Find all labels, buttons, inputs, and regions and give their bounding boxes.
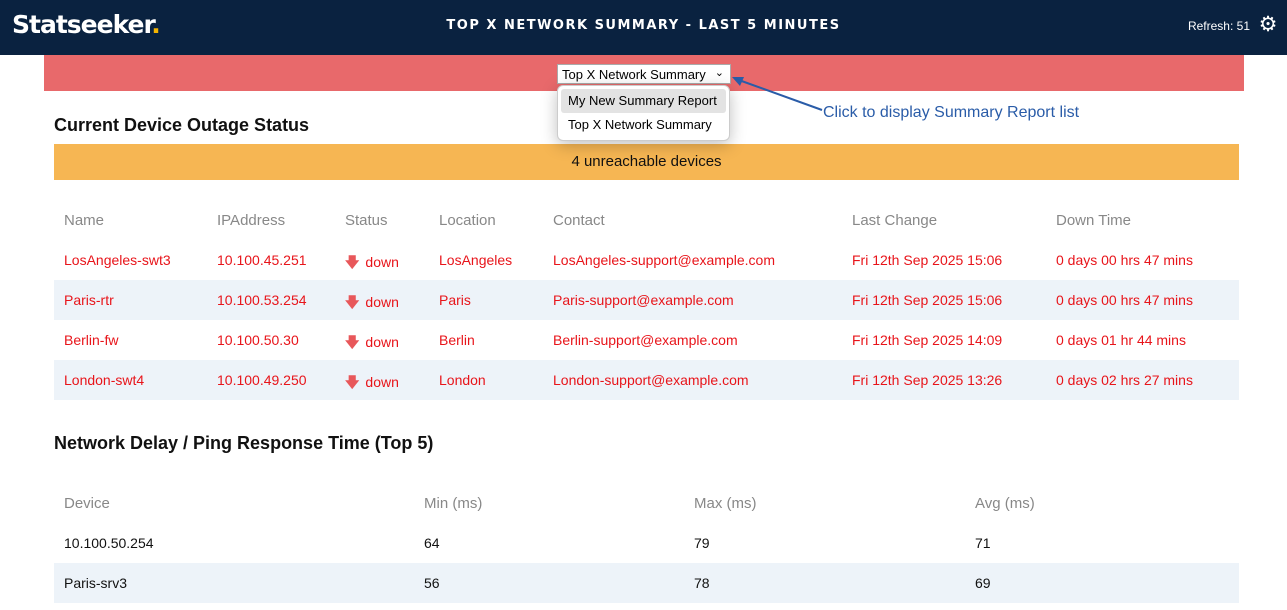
outage-section-title: Current Device Outage Status: [54, 115, 310, 135]
cell: Name: [64, 212, 105, 229]
gear-icon[interactable]: ⚙: [1258, 13, 1278, 36]
cell: Paris-rtr: [64, 292, 114, 308]
cell: 0 days 00 hrs 47 mins: [1056, 252, 1193, 268]
cell: Berlin-support@example.com: [553, 332, 738, 348]
arrow-down-icon: 🡇: [345, 255, 360, 271]
cell: 10.100.53.254: [217, 292, 307, 308]
outage-table: Name IPAddress Status Location Contact Last C…: [54, 200, 1239, 400]
unreachable-banner: 4 unreachable devices: [54, 144, 1239, 180]
cell: 0 days 01 hr 44 mins: [1056, 332, 1186, 348]
table-row[interactable]: London-swt4 10.100.49.250 🡇 down London Londo…: [54, 360, 1239, 400]
cell: Paris: [439, 292, 471, 308]
cell: Last Change: [852, 212, 938, 229]
annotation-text: Click to display Summary Report list: [823, 104, 1080, 121]
cell: Fri 12th Sep 2025 14:09: [852, 332, 1003, 348]
table-row[interactable]: Paris-srv3 56 78 69: [54, 563, 1239, 603]
cell: Fri 12th Sep 2025 13:26: [852, 372, 1003, 388]
cell: 🡇 down: [345, 372, 399, 396]
cell: 0 days 02 hrs 27 mins: [1056, 372, 1193, 388]
cell: Down Time: [1056, 212, 1132, 229]
cell: Berlin-fw: [64, 332, 119, 348]
table-row[interactable]: Berlin-fw 10.100.50.30 🡇 down Berlin Berlin-s…: [54, 320, 1239, 360]
report-dropdown-menu: My New Summary Report Top X Network Summ…: [557, 85, 730, 141]
cell: Min (ms): [424, 495, 483, 512]
arrow-down-icon: 🡇: [345, 375, 360, 391]
cell: 71: [975, 535, 991, 551]
cell: Fri 12th Sep 2025 15:06: [852, 252, 1003, 268]
cell: Paris-srv3: [64, 575, 128, 591]
arrow-down-icon: 🡇: [345, 295, 360, 311]
menu-item-top-x-network-summary[interactable]: Top X Network Summary: [568, 117, 712, 132]
table-header: Device Min (ms) Max (ms) Avg (ms): [54, 483, 1239, 523]
cell: London-support@example.com: [553, 372, 749, 388]
menu-item-my-new-summary-report[interactable]: My New Summary Report: [561, 89, 726, 113]
cell: 🡇 down: [345, 332, 399, 356]
chevron-down-icon: ⌄: [714, 67, 724, 79]
cell: Avg (ms): [975, 495, 1035, 512]
statseeker-logo: Statseeker.: [12, 10, 161, 39]
refresh-countdown: Refresh: 51: [1187, 19, 1250, 33]
cell: London: [439, 372, 486, 388]
cell: 56: [424, 575, 440, 591]
status-text: down: [365, 334, 399, 350]
cell: Device: [64, 495, 110, 512]
cell: Location: [439, 212, 496, 229]
arrow-down-icon: 🡇: [345, 335, 360, 351]
cell: IPAddress: [217, 212, 286, 229]
top-header: Statseeker. TOP X NETWORK SUMMARY - LAST…: [0, 0, 1287, 55]
table-row[interactable]: LosAngeles-swt3 10.100.45.251 🡇 down LosAnge…: [54, 240, 1239, 280]
annotation-arrow: [732, 77, 823, 111]
table-row[interactable]: Paris-rtr 10.100.53.254 🡇 down Paris Paris-su…: [54, 280, 1239, 320]
cell: 78: [694, 575, 710, 591]
cell: 10.100.45.251: [217, 252, 307, 268]
status-text: down: [365, 374, 399, 390]
cell: 79: [694, 535, 710, 551]
status-text: down: [365, 254, 399, 270]
ping-table: Device Min (ms) Max (ms) Avg (ms) 10.100.50…: [54, 483, 1239, 603]
report-select[interactable]: Top X Network Summary ⌄: [557, 64, 731, 84]
cell: Contact: [553, 212, 605, 229]
cell: LosAngeles: [439, 252, 513, 268]
ping-section-title: Network Delay / Ping Response Time (Top …: [54, 433, 434, 453]
cell: 64: [424, 535, 440, 551]
cell: Max (ms): [694, 495, 757, 512]
cell: 10.100.50.30: [217, 332, 299, 348]
cell: Status: [345, 212, 388, 229]
cell: 10.100.49.250: [217, 372, 307, 388]
cell: Paris-support@example.com: [553, 292, 734, 308]
cell: 10.100.50.254: [64, 535, 154, 551]
cell: LosAngeles-swt3: [64, 252, 171, 268]
cell: 69: [975, 575, 991, 591]
table-header: Name IPAddress Status Location Contact Last C…: [54, 200, 1239, 240]
cell: 🡇 down: [345, 252, 399, 276]
cell: 0 days 00 hrs 47 mins: [1056, 292, 1193, 308]
cell: London-swt4: [64, 372, 145, 388]
table-row[interactable]: 10.100.50.254 64 79 71: [54, 523, 1239, 563]
page-title: TOP X NETWORK SUMMARY - LAST 5 MINUTES: [446, 18, 841, 33]
status-text: down: [365, 294, 399, 310]
cell: Fri 12th Sep 2025 15:06: [852, 292, 1003, 308]
cell: 🡇 down: [345, 292, 399, 316]
cell: LosAngeles-support@example.com: [553, 252, 775, 268]
cell: Berlin: [439, 332, 475, 348]
